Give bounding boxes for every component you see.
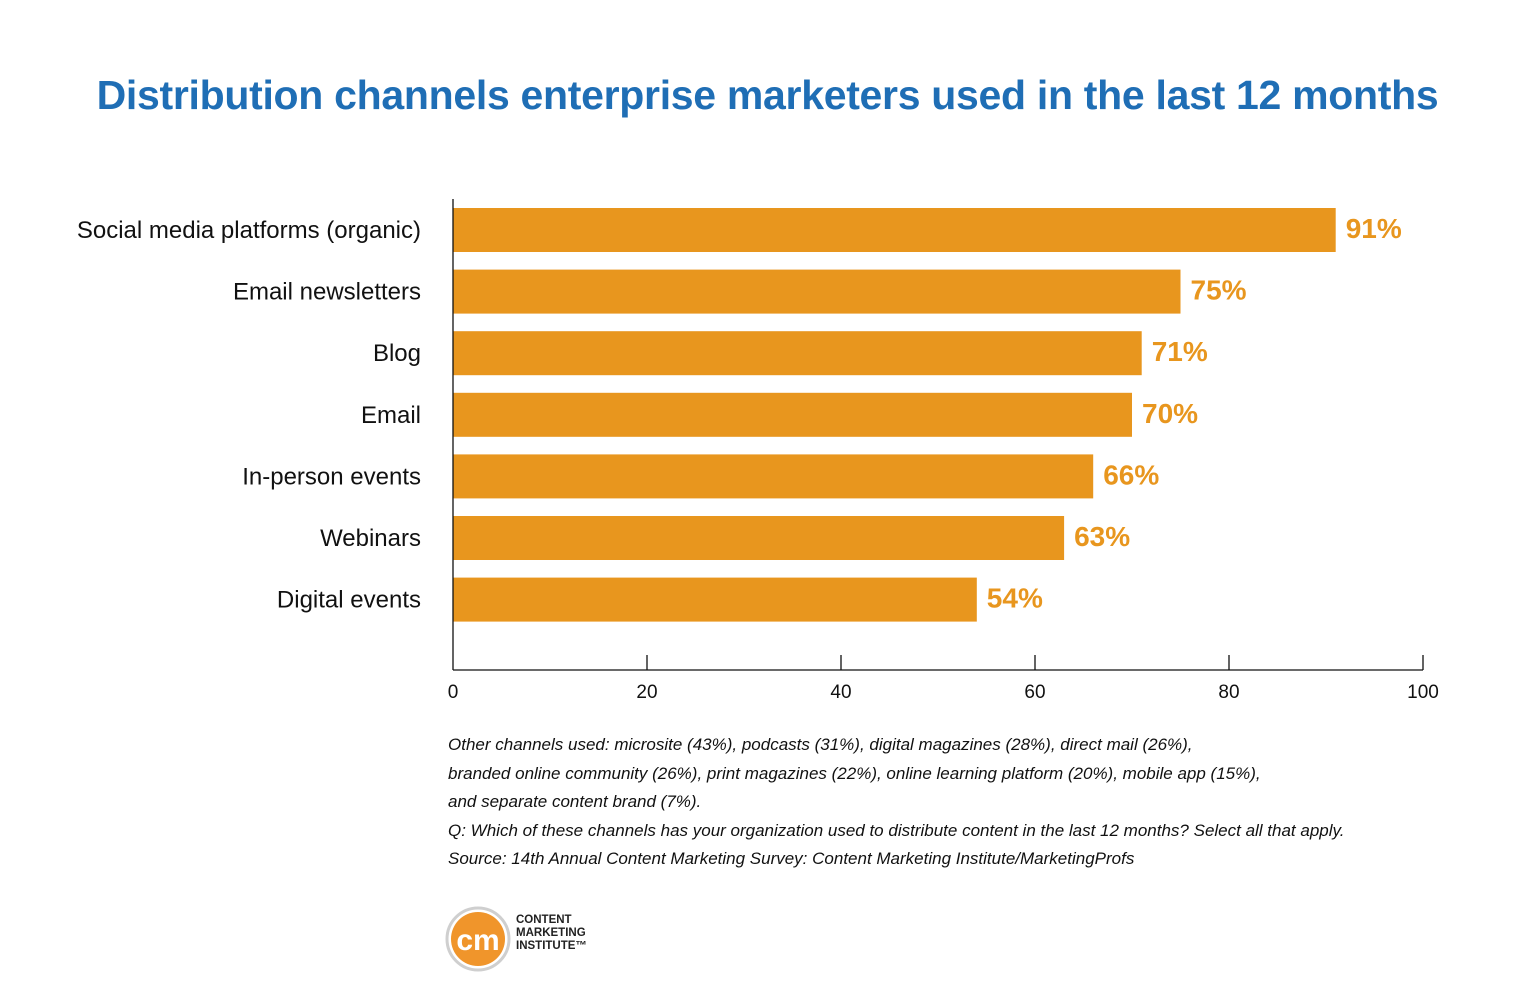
category-label-social-media-platforms-organic: Social media platforms (organic): [77, 217, 421, 244]
logo-line-3: INSTITUTE™: [516, 940, 587, 952]
value-label-email-newsletters: 75%: [1191, 275, 1247, 306]
category-label-email: Email: [361, 402, 421, 429]
category-label-webinars: Webinars: [320, 525, 421, 552]
value-label-digital-events: 54%: [987, 583, 1043, 614]
category-label-email-newsletters: Email newsletters: [233, 279, 421, 306]
logo-line-2: MARKETING: [516, 927, 586, 939]
x-tick-label-20: 20: [636, 682, 657, 703]
source-note: Source: 14th Annual Content Marketing Su…: [448, 849, 1135, 868]
value-label-webinars: 63%: [1074, 521, 1130, 552]
value-label-in-person-events: 66%: [1103, 459, 1159, 490]
value-label-blog: 71%: [1152, 336, 1208, 367]
other-channels-note-line-1: Other channels used: microsite (43%), po…: [448, 735, 1193, 754]
bar-blog: [453, 331, 1142, 376]
x-tick-label-100: 100: [1407, 682, 1439, 703]
cmi-logo: cm CONTENT MARKETING INSTITUTE™: [444, 904, 644, 974]
cmi-logo-mark: cm: [456, 924, 499, 957]
category-label-blog: Blog: [373, 340, 421, 367]
bar-social-media-platforms-organic: [453, 208, 1336, 252]
bar-email: [453, 392, 1132, 437]
other-channels-note-line-2: branded online community (26%), print ma…: [448, 763, 1261, 783]
bars-layer: Social media platforms (organic) 91% Email…: [77, 208, 1402, 622]
bar-chart: Social media platforms (organic) 91% Email…: [77, 199, 1439, 703]
bar-digital-events: [453, 577, 977, 622]
category-label-digital-events: Digital events: [277, 587, 421, 614]
bar-webinars: [453, 516, 1065, 560]
chart-notes: Other channels used: microsite (43%), po…: [448, 731, 1508, 874]
x-tick-label-60: 60: [1024, 682, 1045, 703]
logo-line-1: CONTENT: [516, 914, 572, 926]
value-label-email: 70%: [1142, 398, 1198, 429]
bar-email-newsletters: [453, 269, 1181, 314]
x-tick-label-0: 0: [448, 682, 459, 703]
cmi-logo-icon: cm: [445, 906, 511, 972]
x-axis: 0 20 40 60 80 100: [448, 199, 1439, 703]
value-label-social-media-platforms-organic: 91%: [1346, 213, 1402, 244]
survey-question-note: Q: Which of these channels has your orga…: [448, 820, 1345, 840]
x-tick-label-40: 40: [830, 682, 851, 703]
x-tick-label-80: 80: [1218, 682, 1239, 703]
other-channels-note-line-3: and separate content brand (7%).: [448, 792, 702, 811]
bar-in-person-events: [453, 454, 1094, 499]
chart-title: Distribution channels enterprise markete…: [96, 72, 1439, 118]
category-label-in-person-events: In-person events: [242, 463, 421, 490]
cmi-logo-wordmark: CONTENT MARKETING INSTITUTE™: [516, 914, 587, 953]
